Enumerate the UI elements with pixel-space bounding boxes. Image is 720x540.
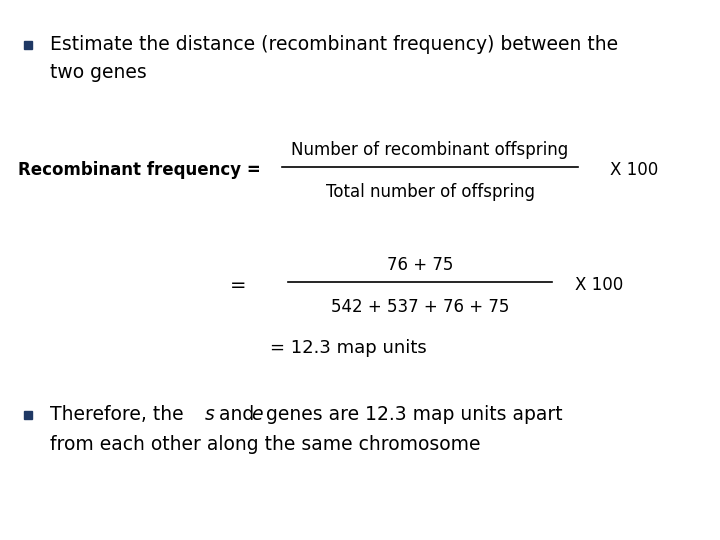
Text: s: s	[205, 406, 215, 424]
Text: two genes: two genes	[50, 63, 147, 82]
Text: genes are 12.3 map units apart: genes are 12.3 map units apart	[260, 406, 562, 424]
Text: and: and	[213, 406, 260, 424]
Text: =: =	[230, 275, 246, 294]
Text: e: e	[251, 406, 263, 424]
Text: from each other along the same chromosome: from each other along the same chromosom…	[50, 435, 480, 455]
Text: 76 + 75: 76 + 75	[387, 256, 453, 274]
Text: Recombinant frequency =: Recombinant frequency =	[18, 161, 261, 179]
Text: Total number of offspring: Total number of offspring	[325, 183, 534, 201]
Text: Estimate the distance (recombinant frequency) between the: Estimate the distance (recombinant frequ…	[50, 36, 618, 55]
Text: Therefore, the: Therefore, the	[50, 406, 189, 424]
Text: Number of recombinant offspring: Number of recombinant offspring	[292, 141, 569, 159]
Text: = 12.3 map units: = 12.3 map units	[270, 339, 427, 357]
Text: X 100: X 100	[575, 276, 624, 294]
Text: 542 + 537 + 76 + 75: 542 + 537 + 76 + 75	[330, 298, 509, 316]
Text: X 100: X 100	[610, 161, 658, 179]
